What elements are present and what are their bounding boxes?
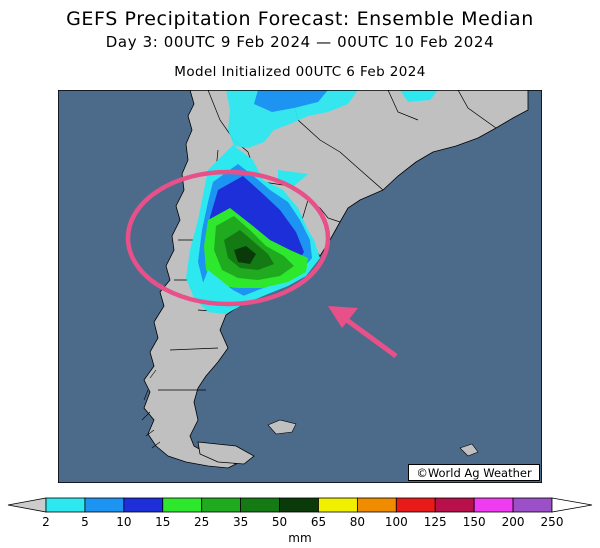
credit-label: ©World Ag Weather xyxy=(408,464,540,481)
colorbar-segment xyxy=(7,497,47,513)
colorbar-tick-label: 200 xyxy=(502,515,525,529)
colorbar-segment xyxy=(551,497,593,513)
colorbar-unit: mm xyxy=(288,531,311,545)
chart-subtitle: Day 3: 00UTC 9 Feb 2024 — 00UTC 10 Feb 2… xyxy=(105,33,495,51)
colorbar-tick-label: 25 xyxy=(194,515,209,529)
chile-islands xyxy=(141,369,161,449)
colorbar-tick-label: 15 xyxy=(155,515,170,529)
colorbar-segment xyxy=(318,497,358,513)
land-falklands xyxy=(267,419,297,435)
colorbar-tick-label: 2 xyxy=(42,515,50,529)
colorbar-segment xyxy=(84,497,125,513)
colorbar-segment xyxy=(123,497,164,513)
precip-colorbar: 2 5 10 15 25 35 50 65 80 100 125 150 200 250 mm xyxy=(7,497,593,545)
land-south-georgia xyxy=(459,443,479,457)
highlight-ellipse xyxy=(125,169,331,307)
colorbar-segment xyxy=(162,497,203,513)
precipitation-map xyxy=(58,90,542,483)
annotation-arrow xyxy=(328,306,398,359)
colorbar-segment xyxy=(201,497,242,513)
colorbar-tick-label: 5 xyxy=(81,515,89,529)
chart-title: GEFS Precipitation Forecast: Ensemble Me… xyxy=(66,8,534,30)
colorbar-tick-label: 100 xyxy=(385,515,408,529)
colorbar-segment xyxy=(279,497,319,513)
colorbar-segment xyxy=(356,497,397,513)
colorbar-tick-label: 125 xyxy=(424,515,447,529)
colorbar-tick-label: 50 xyxy=(272,515,287,529)
colorbar-tick-label: 250 xyxy=(541,515,564,529)
colorbar-segment xyxy=(395,497,436,513)
colorbar-segment xyxy=(45,497,86,513)
colorbar-tick-label: 10 xyxy=(116,515,131,529)
colorbar-segment xyxy=(512,497,553,513)
colorbar-segment xyxy=(473,497,514,513)
model-init-label: Model Initialized 00UTC 6 Feb 2024 xyxy=(174,64,426,80)
colorbar-segment xyxy=(434,497,475,513)
colorbar-tick-label: 80 xyxy=(350,515,365,529)
colorbar-segment xyxy=(240,497,280,513)
land-tierra-del-fuego xyxy=(197,441,255,465)
colorbar-tick-label: 150 xyxy=(463,515,486,529)
colorbar-tick-label: 35 xyxy=(233,515,248,529)
colorbar-tick-label: 65 xyxy=(311,515,326,529)
